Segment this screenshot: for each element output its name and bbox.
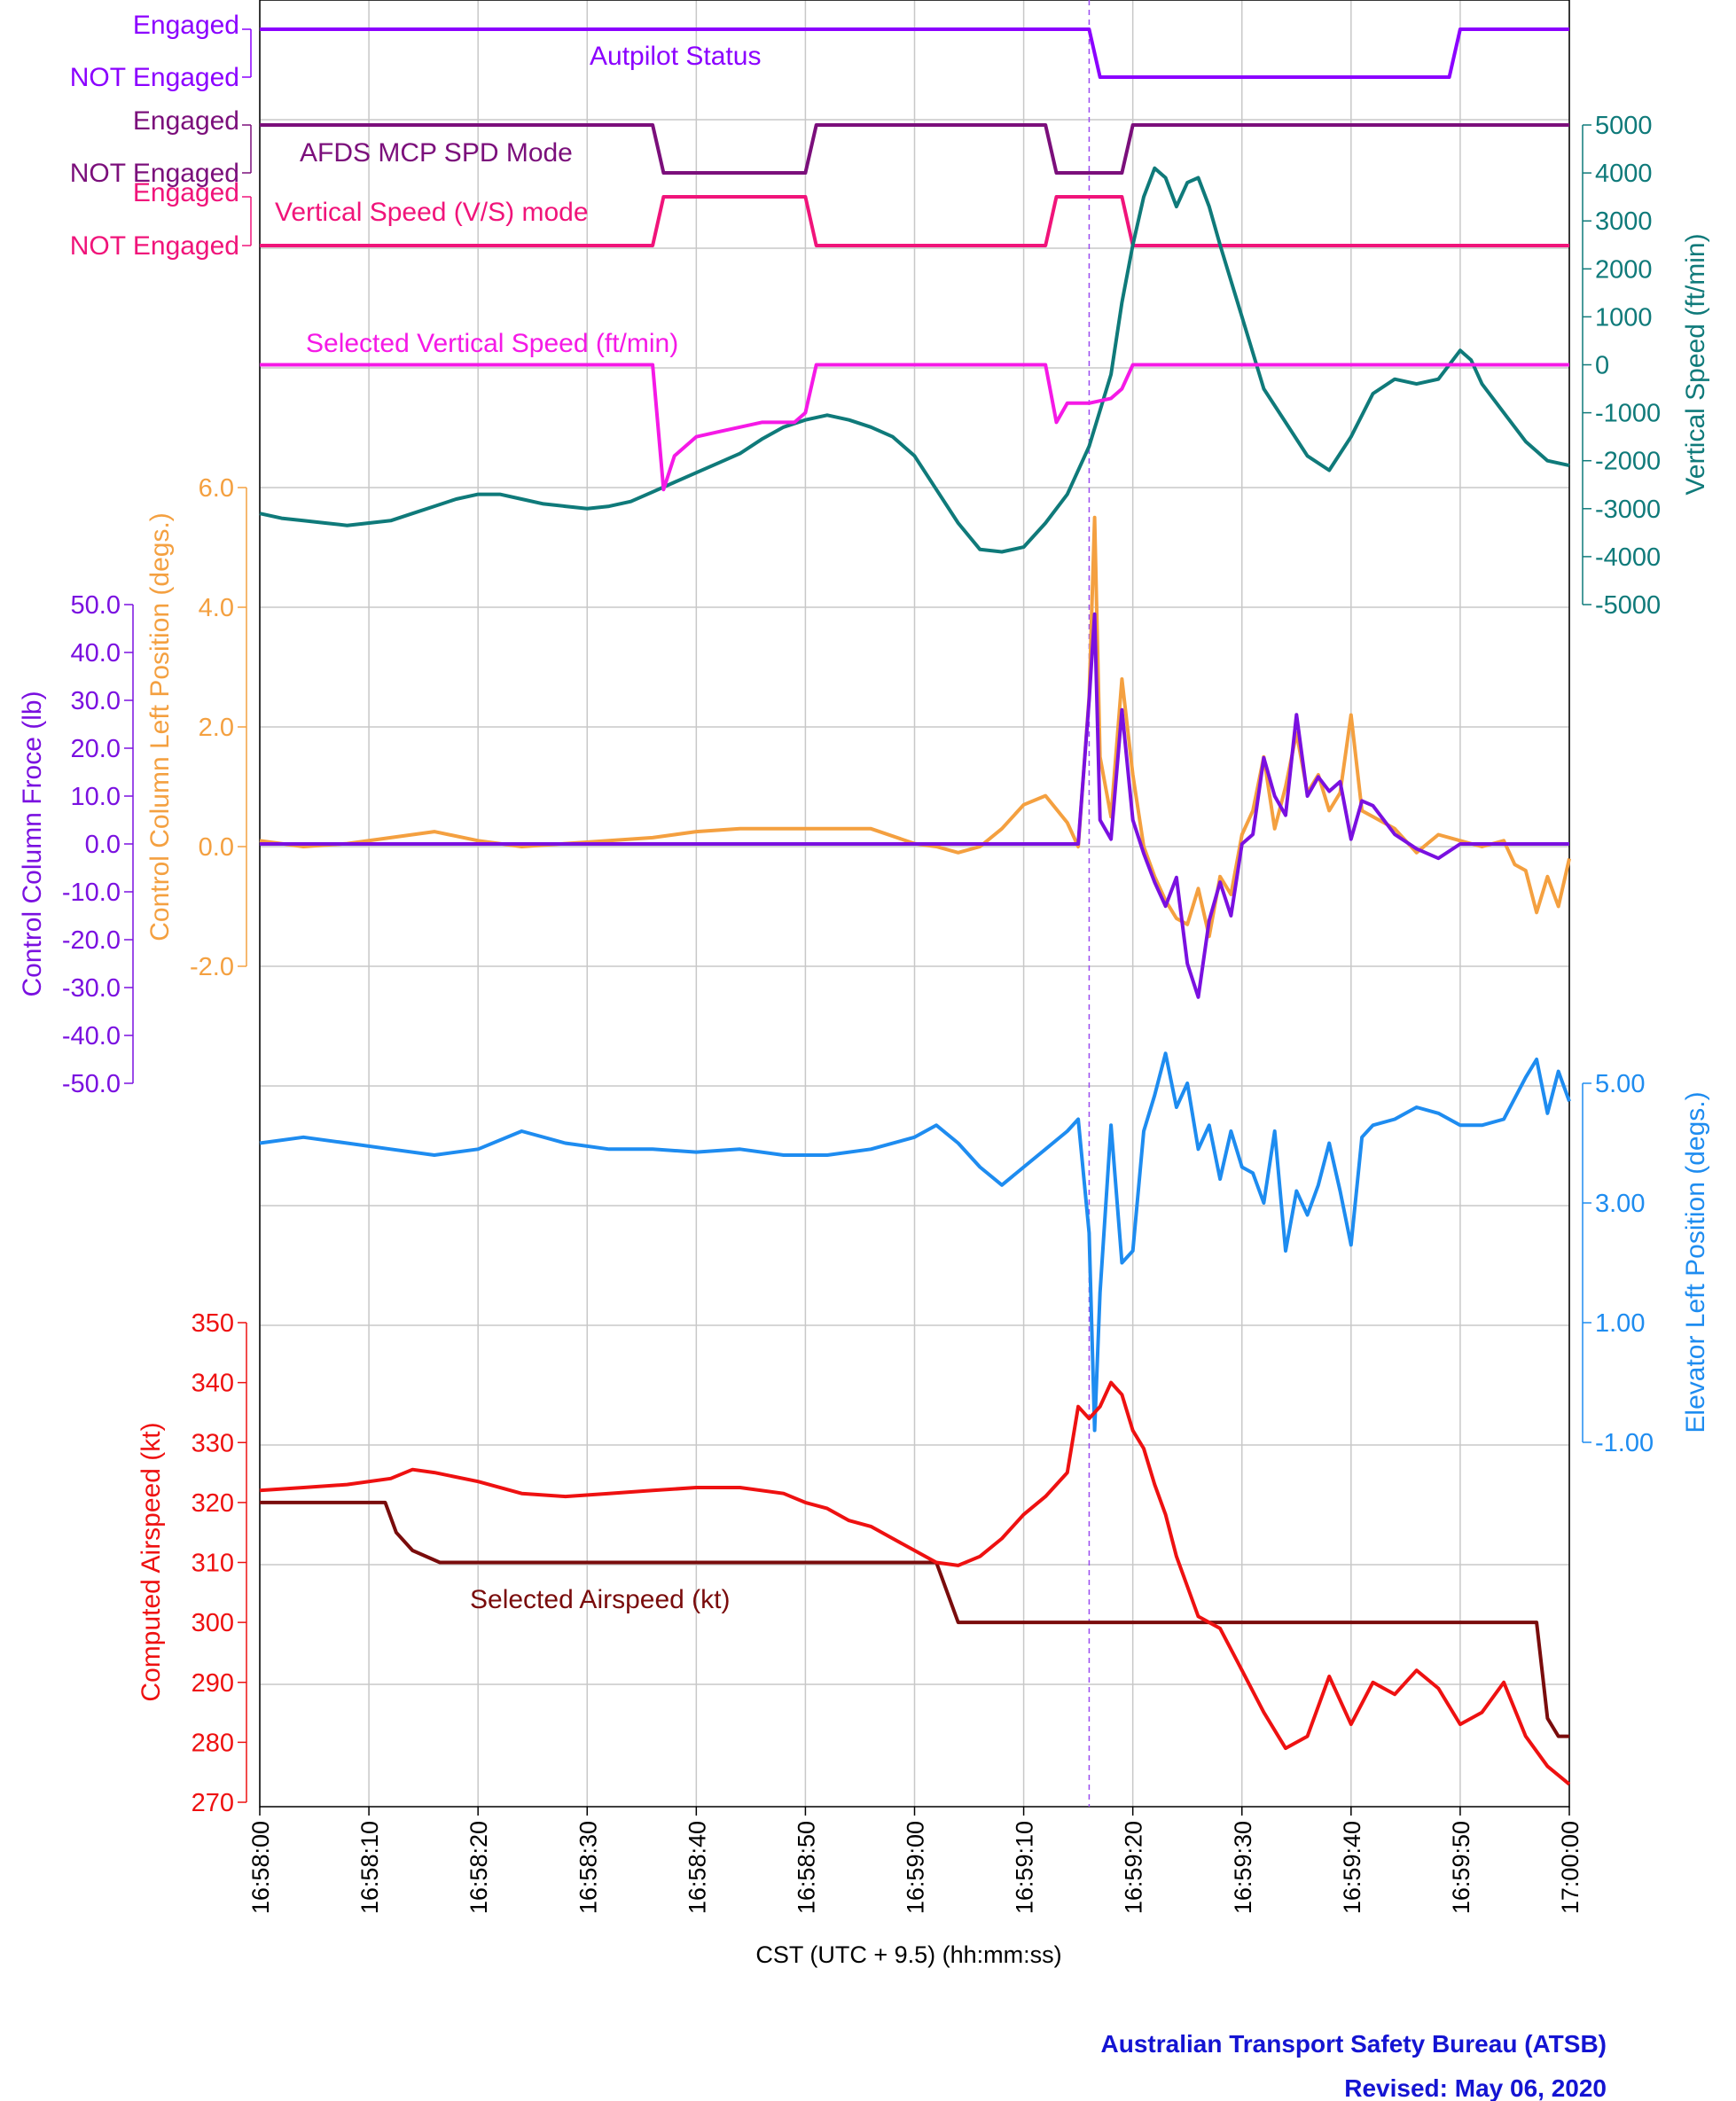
cc-pos-axis-tick-label: -2.0 <box>190 953 234 981</box>
airspeed-axis-label: Computed Airspeed (kt) <box>137 1422 166 1701</box>
airspeed-axis-tick-label: 270 <box>192 1789 234 1817</box>
series-label-autopilot: Autpilot Status <box>590 42 761 71</box>
cc-pos-axis-tick-label: 6.0 <box>199 474 234 503</box>
airspeed-axis-tick-label: 300 <box>192 1609 234 1637</box>
x-tick-label: 16:58:10 <box>356 1821 383 1914</box>
vs-axis-tick-label: -4000 <box>1595 543 1661 572</box>
revision-date: Revised: May 06, 2020 <box>1344 2074 1607 2101</box>
airspeed-axis-tick-label: 280 <box>192 1729 234 1757</box>
elevator-axis-tick-label: 5.00 <box>1595 1070 1645 1098</box>
cc-force-axis-tick-label: 20.0 <box>71 735 121 763</box>
series-label-vs-mode: Vertical Speed (V/S) mode <box>275 198 589 227</box>
cc-force-axis-tick-label: -30.0 <box>62 974 121 1003</box>
state-label-vs-mode: Engaged <box>133 178 239 207</box>
vs-axis-tick-label: 0 <box>1595 352 1609 380</box>
cc-pos-axis-tick-label: 2.0 <box>199 714 234 742</box>
series-label-selected-airspeed: Selected Airspeed (kt) <box>470 1585 730 1614</box>
cc-force-axis-tick-label: 0.0 <box>85 831 121 859</box>
cc-pos-axis-label: Control Column Left Position (degs.) <box>145 512 175 941</box>
state-label-autopilot: NOT Engaged <box>70 63 239 92</box>
airspeed-axis-tick-label: 290 <box>192 1669 234 1698</box>
series-label-mcp-spd: AFDS MCP SPD Mode <box>300 138 573 168</box>
cc-force-axis-tick-label: -40.0 <box>62 1022 121 1050</box>
series-selected-airspeed <box>260 1500 1569 1738</box>
elevator-axis-label: Elevator Left Position (degs.) <box>1681 1091 1710 1433</box>
airspeed-axis-tick-label: 350 <box>192 1309 234 1338</box>
vs-axis-tick-label: 1000 <box>1595 303 1653 332</box>
x-tick-label: 16:59:10 <box>1012 1821 1038 1914</box>
airspeed-axis-tick-label: 320 <box>192 1489 234 1518</box>
x-tick-label: 16:58:40 <box>684 1821 710 1914</box>
x-tick-label: 17:00:00 <box>1557 1821 1584 1914</box>
cc-force-axis-tick-label: 10.0 <box>71 783 121 811</box>
x-tick-label: 16:59:30 <box>1230 1821 1256 1914</box>
vs-axis-tick-label: 3000 <box>1595 207 1653 236</box>
cc-force-axis-tick-label: 50.0 <box>71 591 121 620</box>
airspeed-axis-tick-label: 340 <box>192 1370 234 1398</box>
cc-pos-axis-tick-label: 4.0 <box>199 594 234 622</box>
vs-axis-tick-label: 2000 <box>1595 255 1653 284</box>
state-label-mcp-spd: NOT Engaged <box>70 159 239 188</box>
airspeed-axis-tick-label: 310 <box>192 1550 234 1578</box>
cc-force-axis-label: Control Column Froce (lb) <box>18 691 47 996</box>
state-label-mcp-spd: Engaged <box>133 106 239 136</box>
cc-force-axis-tick-label: 40.0 <box>71 639 121 668</box>
series-vertical-speed <box>259 166 1570 554</box>
series-label-selected-vertical-speed: Selected Vertical Speed (ft/min) <box>306 329 678 358</box>
series-layer <box>259 27 1571 1786</box>
x-tick-label: 16:58:30 <box>575 1821 601 1914</box>
vs-axis-tick-label: -1000 <box>1595 400 1661 428</box>
x-tick-label: 16:58:00 <box>247 1821 274 1914</box>
x-axis-label: CST (UTC + 9.5) (hh:mm:ss) <box>755 1941 1061 1968</box>
elevator-axis-tick-label: -1.00 <box>1595 1429 1654 1457</box>
series-autopilot <box>260 27 1569 79</box>
series-elevator-position <box>259 1051 1571 1433</box>
x-tick-label: 16:59:50 <box>1448 1821 1474 1914</box>
vs-axis-tick-label: 4000 <box>1595 160 1653 188</box>
grid <box>259 0 1570 1808</box>
series-mcp-spd <box>260 123 1569 175</box>
atsb-credit: Australian Transport Safety Bureau (ATSB… <box>1101 2030 1607 2058</box>
state-label-vs-mode: NOT Engaged <box>70 231 239 261</box>
x-tick-label: 16:58:50 <box>793 1821 819 1914</box>
cc-force-axis-tick-label: -20.0 <box>62 926 121 955</box>
cc-force-axis-tick-label: -50.0 <box>62 1070 121 1098</box>
airspeed-axis-tick-label: 330 <box>192 1429 234 1457</box>
vs-axis-label: Vertical Speed (ft/min) <box>1681 233 1710 495</box>
x-tick-label: 16:59:20 <box>1121 1821 1147 1914</box>
x-tick-label: 16:59:00 <box>903 1821 929 1914</box>
series-vs-mode <box>260 195 1569 247</box>
vs-axis-tick-label: -2000 <box>1595 448 1661 476</box>
elevator-axis-tick-label: 3.00 <box>1595 1190 1645 1218</box>
labels-layer: 16:58:00 16:58:10 16:58:20 16:58:30 16:58:40… <box>18 11 1710 1914</box>
vs-axis-tick-label: -5000 <box>1595 591 1661 620</box>
elevator-axis-tick-label: 1.00 <box>1595 1309 1645 1338</box>
vs-axis-tick-label: -3000 <box>1595 496 1661 524</box>
series-computed-airspeed <box>259 1380 1571 1786</box>
series-control-column-force <box>260 612 1569 999</box>
axes <box>124 28 1591 1816</box>
x-tick-label: 16:59:40 <box>1339 1821 1365 1914</box>
x-tick-label: 16:58:20 <box>465 1821 492 1914</box>
cc-force-axis-tick-label: 30.0 <box>71 687 121 715</box>
series-selected-vertical-speed <box>260 363 1569 492</box>
state-label-autopilot: Engaged <box>133 11 239 40</box>
vs-axis-tick-label: 5000 <box>1595 112 1653 140</box>
cc-pos-axis-tick-label: 0.0 <box>199 833 234 862</box>
cc-force-axis-tick-label: -10.0 <box>62 879 121 907</box>
